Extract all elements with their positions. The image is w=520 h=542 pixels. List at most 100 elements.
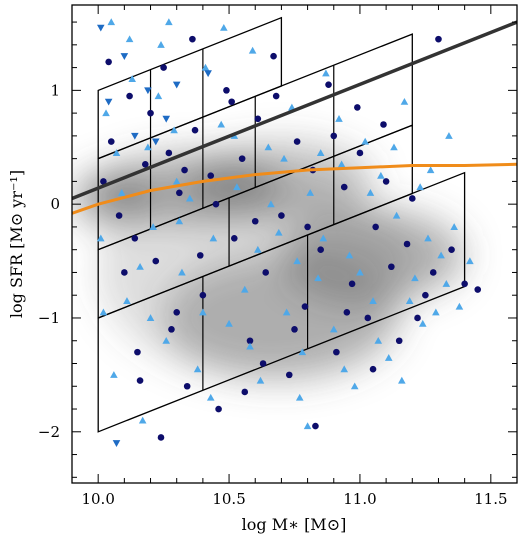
point-circle-70 <box>474 286 482 293</box>
bin-boxes <box>97 16 466 433</box>
point-triangle-down-0 <box>96 24 105 32</box>
point-triangle-up-75 <box>340 365 349 373</box>
point-circle-20 <box>262 269 270 276</box>
point-circle-15 <box>223 87 230 94</box>
point-triangle-up-41 <box>411 274 419 282</box>
point-circle-17 <box>238 155 246 162</box>
point-circle-60 <box>105 58 112 66</box>
y-tick-label: −2 <box>38 423 60 441</box>
point-circle-62 <box>165 149 173 157</box>
point-circle-28 <box>325 81 332 88</box>
point-circle-19 <box>254 115 262 123</box>
point-triangle-up-25 <box>282 308 291 316</box>
point-triangle-up-62 <box>405 297 414 304</box>
point-triangle-up-42 <box>418 319 427 327</box>
point-circle-50 <box>369 365 377 373</box>
point-triangle-down-4 <box>172 81 181 89</box>
point-circle-5 <box>141 161 149 168</box>
density-contour-5 <box>98 170 413 375</box>
point-triangle-up-76 <box>366 188 375 196</box>
x-tick-label: 10.5 <box>212 490 245 508</box>
x-tick-label: 11.5 <box>474 490 507 508</box>
point-triangle-up-67 <box>146 314 155 322</box>
point-circle-23 <box>285 371 293 379</box>
point-triangle-up-71 <box>246 342 254 350</box>
point-circle-53 <box>157 434 165 441</box>
point-triangle-down-2 <box>120 53 129 61</box>
point-triangle-up-28 <box>306 188 315 196</box>
point-circle-4 <box>134 348 141 356</box>
point-triangle-down-5 <box>112 440 121 447</box>
point-triangle-up-78 <box>416 183 424 191</box>
point-triangle-up-70 <box>220 23 228 31</box>
density-contours <box>72 141 465 381</box>
main-sequence-line <box>72 20 517 201</box>
y-axis-title: log SFR [M⊙ yr⁻¹] <box>7 170 26 318</box>
point-circle-59 <box>414 314 421 322</box>
point-circle-42 <box>461 280 468 288</box>
point-circle-43 <box>121 269 128 276</box>
point-circle-48 <box>291 326 298 333</box>
point-triangle-up-18 <box>225 319 233 327</box>
point-circle-10 <box>183 382 191 390</box>
point-triangle-up-0 <box>96 234 105 242</box>
trend-lines <box>72 20 517 215</box>
point-triangle-up-32 <box>337 160 346 168</box>
point-triangle-up-29 <box>314 274 322 282</box>
point-triangle-up-52 <box>206 393 215 401</box>
point-circle-22 <box>278 212 285 219</box>
point-triangle-up-72 <box>267 200 275 208</box>
point-circle-61 <box>131 235 139 242</box>
point-triangle-up-23 <box>264 143 273 151</box>
bin-box-3 <box>97 171 466 433</box>
point-triangle-down-1 <box>104 98 113 106</box>
point-circle-57 <box>312 422 319 430</box>
point-triangle-up-57 <box>319 234 328 242</box>
point-triangle-up-56 <box>295 393 304 401</box>
point-circle-32 <box>356 149 364 157</box>
y-tick-label: −1 <box>38 309 60 327</box>
point-triangle-up-21 <box>248 46 257 54</box>
point-triangle-up-5 <box>128 75 137 83</box>
point-circle-46 <box>212 200 220 208</box>
point-circle-37 <box>395 337 403 345</box>
point-circle-39 <box>422 291 429 299</box>
point-triangle-up-14 <box>193 365 202 373</box>
point-triangle-up-38 <box>384 354 393 361</box>
point-triangle-up-1 <box>102 109 110 117</box>
point-triangle-up-4 <box>123 297 131 304</box>
fit-curve <box>72 162 517 215</box>
point-triangle-up-20 <box>240 285 249 293</box>
point-triangle-up-43 <box>426 166 435 174</box>
point-triangle-up-19 <box>233 183 241 191</box>
point-circle-27 <box>317 246 324 253</box>
point-circle-51 <box>403 240 411 248</box>
point-triangle-up-33 <box>345 251 354 259</box>
point-triangle-up-17 <box>217 120 226 128</box>
point-triangle-up-24 <box>274 228 283 236</box>
point-circle-54 <box>189 35 196 43</box>
point-triangle-up-48 <box>112 149 121 156</box>
point-triangle-up-74 <box>316 149 325 156</box>
point-circle-8 <box>168 326 175 333</box>
point-triangle-up-54 <box>254 245 262 253</box>
point-circle-67 <box>343 308 351 316</box>
point-circle-71 <box>181 166 188 174</box>
point-triangle-up-82 <box>165 18 173 26</box>
density-blobs <box>72 141 465 381</box>
x-axis-title: log M∗ [M⊙] <box>242 515 347 534</box>
point-triangle-up-77 <box>398 376 406 384</box>
point-triangle-up-30 <box>322 69 330 77</box>
point-circle-29 <box>333 348 340 356</box>
point-triangle-up-55 <box>280 154 288 162</box>
point-circle-18 <box>246 337 254 345</box>
point-circle-14 <box>215 405 222 413</box>
point-triangle-up-40 <box>400 97 409 105</box>
point-triangle-up-11 <box>170 126 178 134</box>
point-circle-66 <box>304 223 311 231</box>
point-triangle-up-83 <box>303 422 312 430</box>
point-circle-64 <box>228 98 235 106</box>
point-triangle-down-3 <box>151 138 160 146</box>
point-triangle-up-45 <box>445 132 453 139</box>
point-circle-41 <box>448 246 455 253</box>
